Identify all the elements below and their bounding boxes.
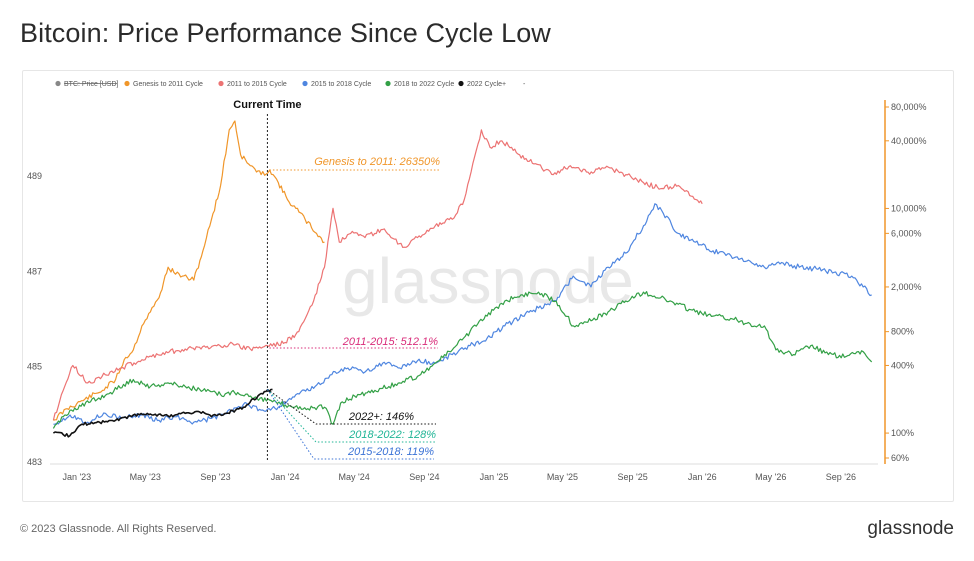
series-line-2018-to-2022-cycle [52,291,873,429]
series-line-2015-to-2018-cycle [53,203,872,425]
y-right-tick-label: 80,000% [891,102,927,112]
series-line-2022-cycle [52,388,273,438]
legend-entry: 2022 Cycle+ [467,81,506,88]
footer-brand-logo: glassnode [867,518,954,539]
y-right-tick-label: 400% [891,360,914,370]
annotation-label: 2022+: 146% [348,411,414,423]
annotation-leader [267,388,436,425]
annotation-leader [267,389,436,443]
legend-swatch [55,80,61,87]
legend-entry: Genesis to 2011 Cycle [133,81,203,88]
legend-swatch [302,80,308,87]
y-left-tick-label: 485 [27,362,42,372]
x-tick-label: Jan '25 [480,472,509,482]
x-tick-label: Sep '24 [409,472,439,482]
annotation-label: 2011-2015: 512.1% [342,336,438,348]
x-tick-label: May '25 [547,472,578,482]
y-right-tick-label: 40,000% [891,136,927,146]
x-tick-label: Jan '26 [688,472,717,482]
x-tick-label: Sep '25 [617,472,647,482]
legend-entry: BTC: Price [USD] [64,81,119,88]
x-tick-label: May '26 [755,472,786,482]
chart-frame [22,70,954,502]
legend-entry: 2015 to 2018 Cycle [311,81,371,88]
y-right-tick-label: 2,000% [891,282,922,292]
y-left-tick-label: 489 [27,171,42,181]
x-tick-label: May '23 [130,472,161,482]
annotation-label: 2018-2022: 128% [348,429,436,441]
x-tick-label: Sep '26 [826,472,856,482]
legend-swatch [124,80,130,87]
footer-copyright: © 2023 Glassnode. All Rights Reserved. [20,523,217,535]
series-line-2011-to-2015-cycle [52,129,703,421]
x-tick-label: Sep '23 [200,472,230,482]
series-line-genesis-to-2011-cycle [53,120,325,421]
x-tick-label: May '24 [339,472,370,482]
current-time-label: Current Time [233,99,301,111]
x-tick-label: Jan '23 [62,472,91,482]
legend-entry: - [523,81,526,88]
legend-swatch [458,80,464,87]
y-left-tick-label: 487 [27,266,42,276]
watermark-text: glassnode [342,245,634,317]
y-right-tick-label: 60% [891,453,909,463]
y-right-tick-label: 6,000% [891,228,922,238]
y-right-tick-label: 10,000% [891,203,927,213]
legend-swatch [218,80,224,87]
page-title: Bitcoin: Price Performance Since Cycle L… [20,18,551,48]
legend-swatch [385,80,391,87]
annotation-label: 2015-2018: 119% [347,446,434,458]
y-right-tick-label: 100% [891,428,914,438]
y-right-tick-label: 800% [891,327,914,337]
legend-entry: 2011 to 2015 Cycle [227,81,287,88]
annotation-label: Genesis to 2011: 26350% [314,156,440,168]
x-tick-label: Jan '24 [271,472,300,482]
legend-entry: 2018 to 2022 Cycle [394,81,454,88]
y-left-tick-label: 483 [27,457,42,467]
